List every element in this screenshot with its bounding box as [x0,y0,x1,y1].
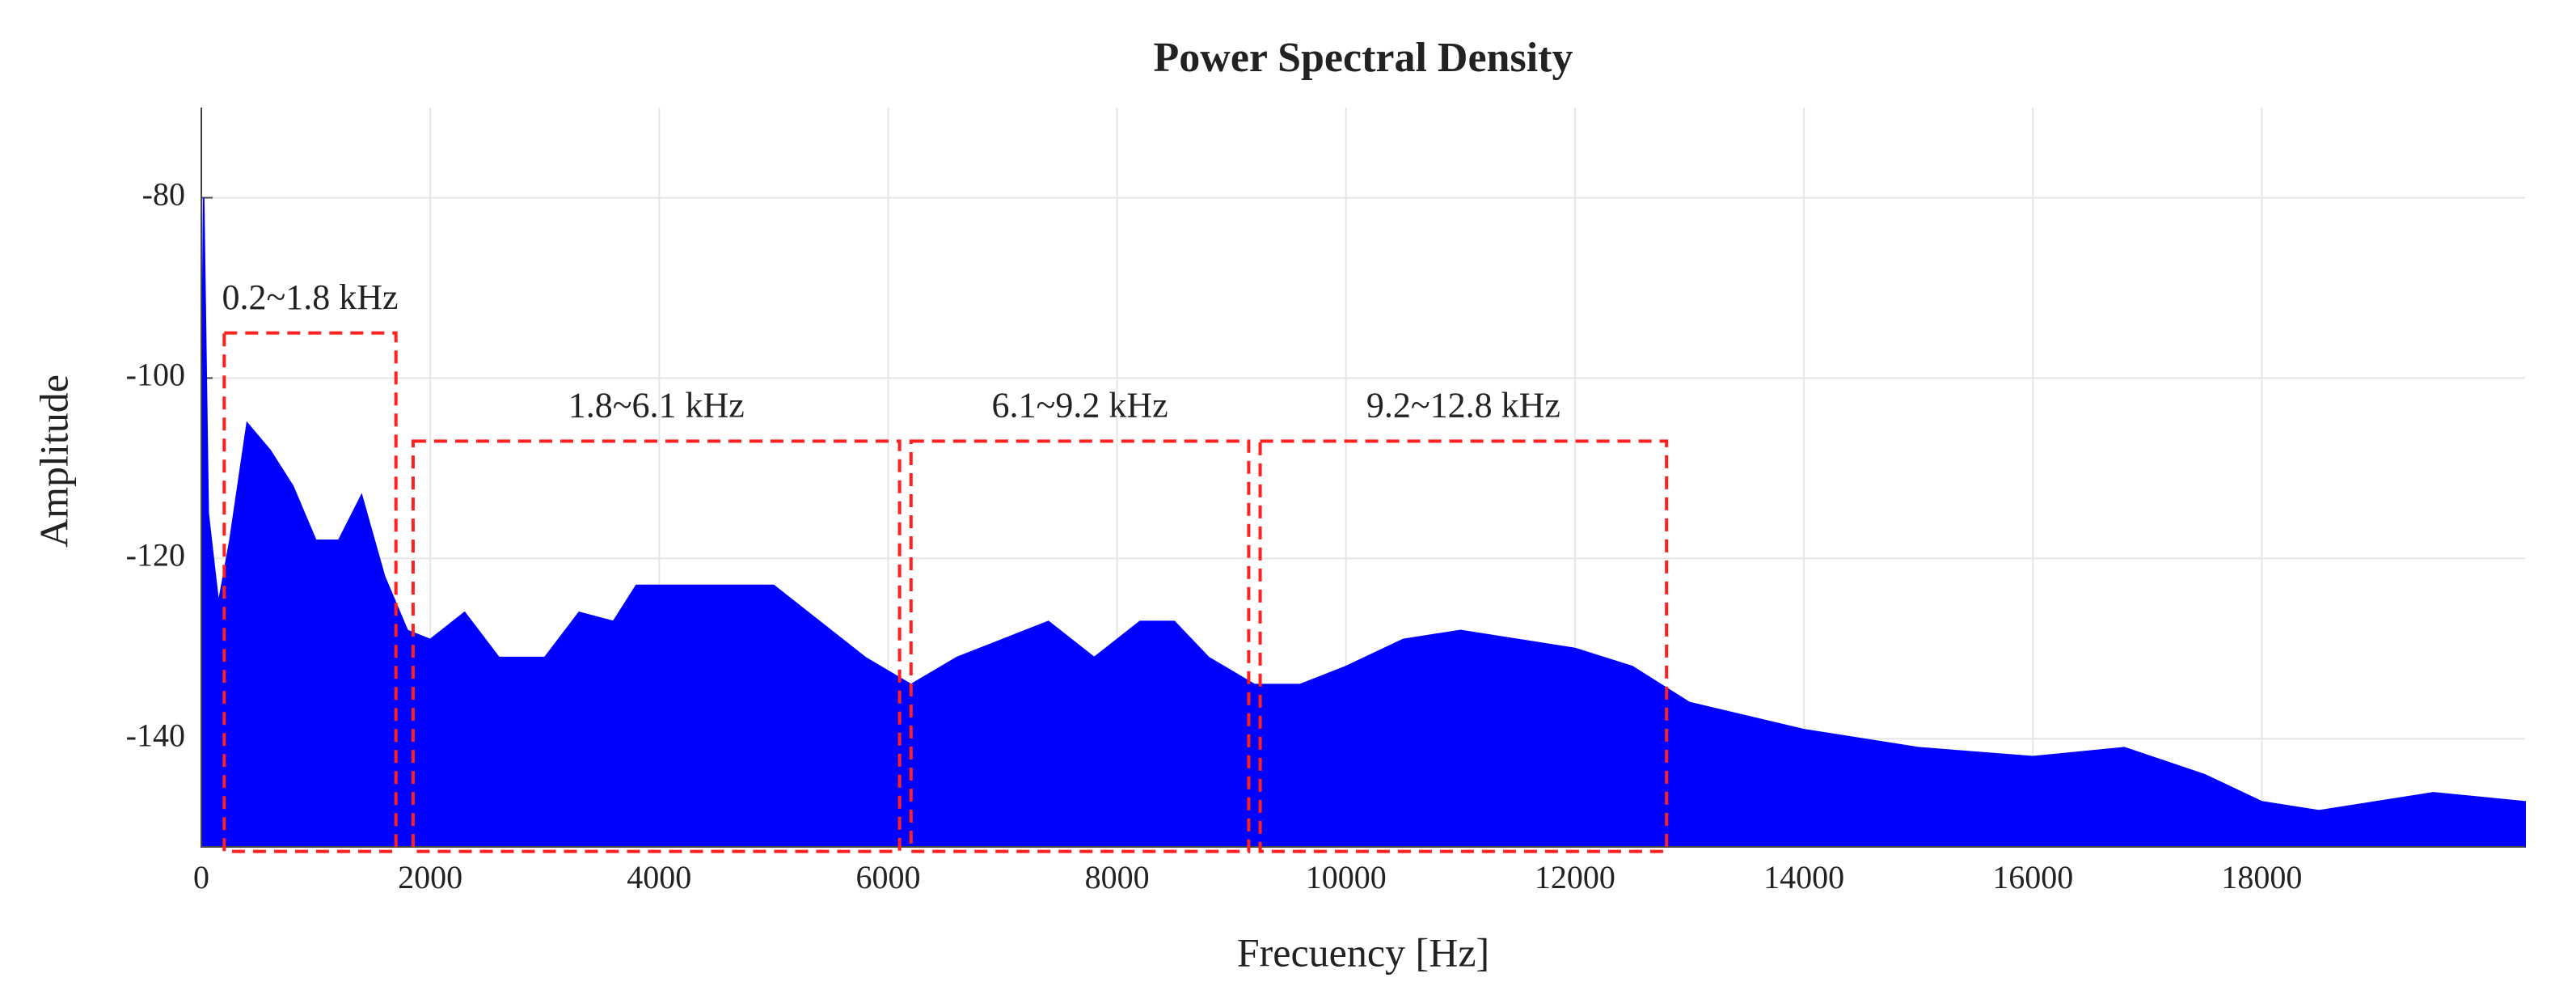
x-tick-label: 14000 [1763,859,1844,895]
x-tick-label: 18000 [2221,859,2302,895]
x-tick-label: 12000 [1535,859,1615,895]
x-tick-label: 10000 [1306,859,1387,895]
band-label: 0.2~1.8 kHz [222,277,398,317]
x-tick-label: 8000 [1085,859,1150,895]
chart-title: Power Spectral Density [1154,35,1573,81]
band-box [909,439,1251,853]
x-tick-label: 4000 [627,859,691,895]
band-label: 6.1~9.2 kHz [992,386,1168,425]
band-box [222,331,398,853]
x-axis-label: Frecuency [Hz] [1237,929,1489,975]
band-label: 9.2~12.8 kHz [1366,386,1560,425]
band-label: 1.8~6.1 kHz [568,386,745,425]
area [201,197,2526,848]
x-tick-label: 2000 [398,859,462,895]
y-tick-label: -80 [142,176,185,213]
y-axis-label: Amplitude [31,375,76,548]
x-tick-label: 16000 [1992,859,2073,895]
y-tick-label: -100 [126,357,185,393]
y-tick-label: -140 [126,717,185,753]
band-box [411,439,902,853]
x-tick-label: 0 [193,859,209,895]
x-tick-label: 6000 [855,859,920,895]
y-tick-label: -120 [126,536,185,573]
band-box [1258,439,1669,853]
